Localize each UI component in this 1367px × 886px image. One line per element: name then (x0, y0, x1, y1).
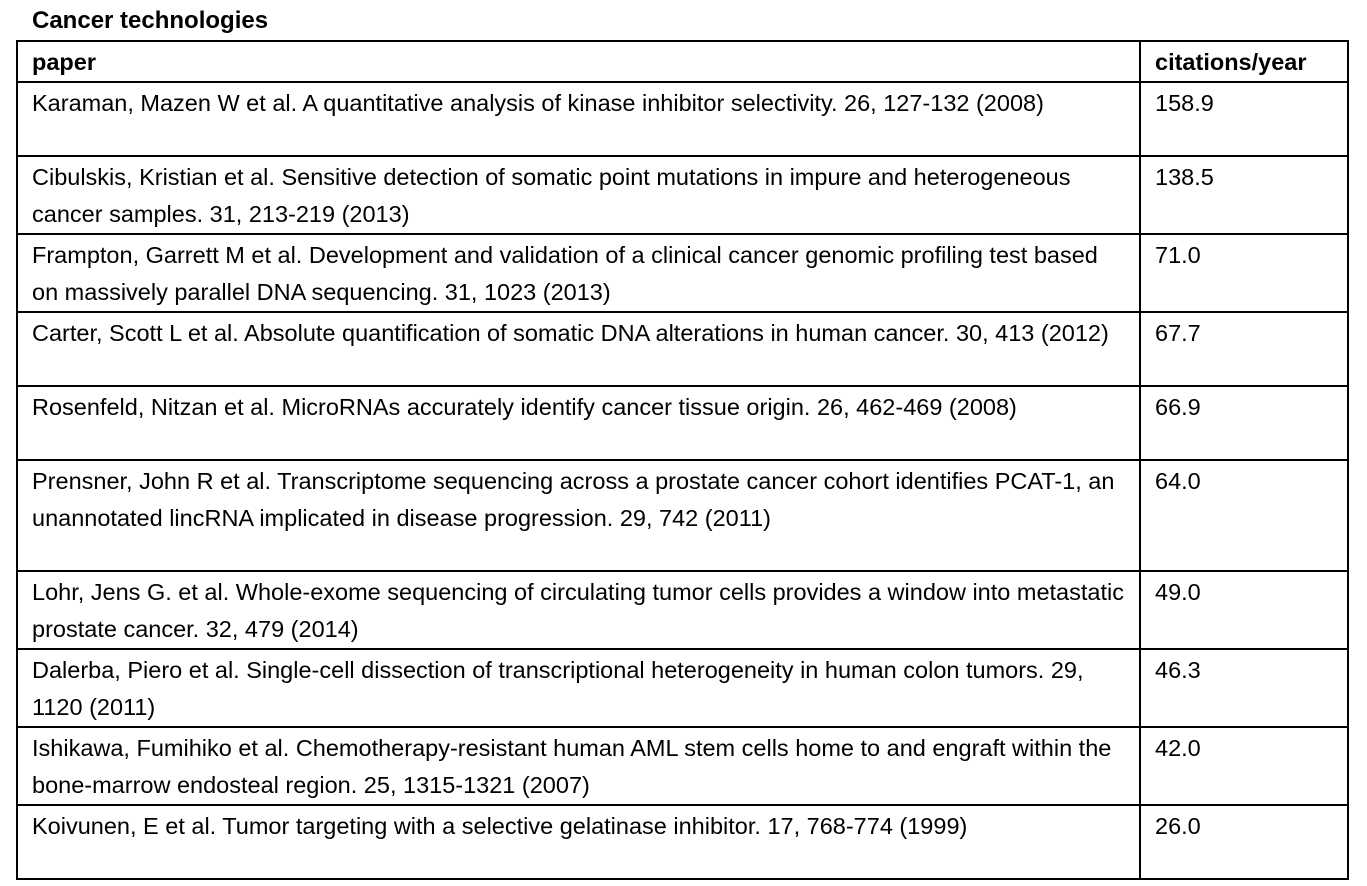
table-row: Lohr, Jens G. et al. Whole-exome sequenc… (16, 570, 1349, 650)
column-header-citations: citations/year (1139, 40, 1349, 83)
papers-table: paper citations/year Karaman, Mazen W et… (16, 40, 1349, 880)
citations-cell: 46.3 (1139, 648, 1349, 728)
table-row: Dalerba, Piero et al. Single-cell dissec… (16, 648, 1349, 728)
paper-cell: Carter, Scott L et al. Absolute quantifi… (16, 311, 1141, 387)
paper-cell: Frampton, Garrett M et al. Development a… (16, 233, 1141, 313)
citations-cell: 158.9 (1139, 81, 1349, 157)
citations-cell: 138.5 (1139, 155, 1349, 235)
citations-cell: 26.0 (1139, 804, 1349, 880)
table-title: Cancer technologies (32, 7, 269, 34)
citations-cell: 64.0 (1139, 459, 1349, 572)
citations-cell: 71.0 (1139, 233, 1349, 313)
citations-cell: 66.9 (1139, 385, 1349, 461)
paper-cell: Ishikawa, Fumihiko et al. Chemotherapy-r… (16, 726, 1141, 806)
table-row: Ishikawa, Fumihiko et al. Chemotherapy-r… (16, 726, 1349, 806)
paper-cell: Lohr, Jens G. et al. Whole-exome sequenc… (16, 570, 1141, 650)
citations-cell: 67.7 (1139, 311, 1349, 387)
table-row: Rosenfeld, Nitzan et al. MicroRNAs accur… (16, 385, 1349, 461)
table-row: Prensner, John R et al. Transcriptome se… (16, 459, 1349, 572)
column-header-paper: paper (16, 40, 1141, 83)
paper-cell: Cibulskis, Kristian et al. Sensitive det… (16, 155, 1141, 235)
paper-cell: Prensner, John R et al. Transcriptome se… (16, 459, 1141, 572)
table-row: Carter, Scott L et al. Absolute quantifi… (16, 311, 1349, 387)
table-row: Koivunen, E et al. Tumor targeting with … (16, 804, 1349, 880)
table-row: Cibulskis, Kristian et al. Sensitive det… (16, 155, 1349, 235)
paper-cell: Rosenfeld, Nitzan et al. MicroRNAs accur… (16, 385, 1141, 461)
table-row: Frampton, Garrett M et al. Development a… (16, 233, 1349, 313)
paper-cell: Karaman, Mazen W et al. A quantitative a… (16, 81, 1141, 157)
paper-cell: Koivunen, E et al. Tumor targeting with … (16, 804, 1141, 880)
header-row: paper citations/year (16, 40, 1349, 83)
citations-cell: 49.0 (1139, 570, 1349, 650)
table-row: Karaman, Mazen W et al. A quantitative a… (16, 81, 1349, 157)
paper-cell: Dalerba, Piero et al. Single-cell dissec… (16, 648, 1141, 728)
citations-cell: 42.0 (1139, 726, 1349, 806)
